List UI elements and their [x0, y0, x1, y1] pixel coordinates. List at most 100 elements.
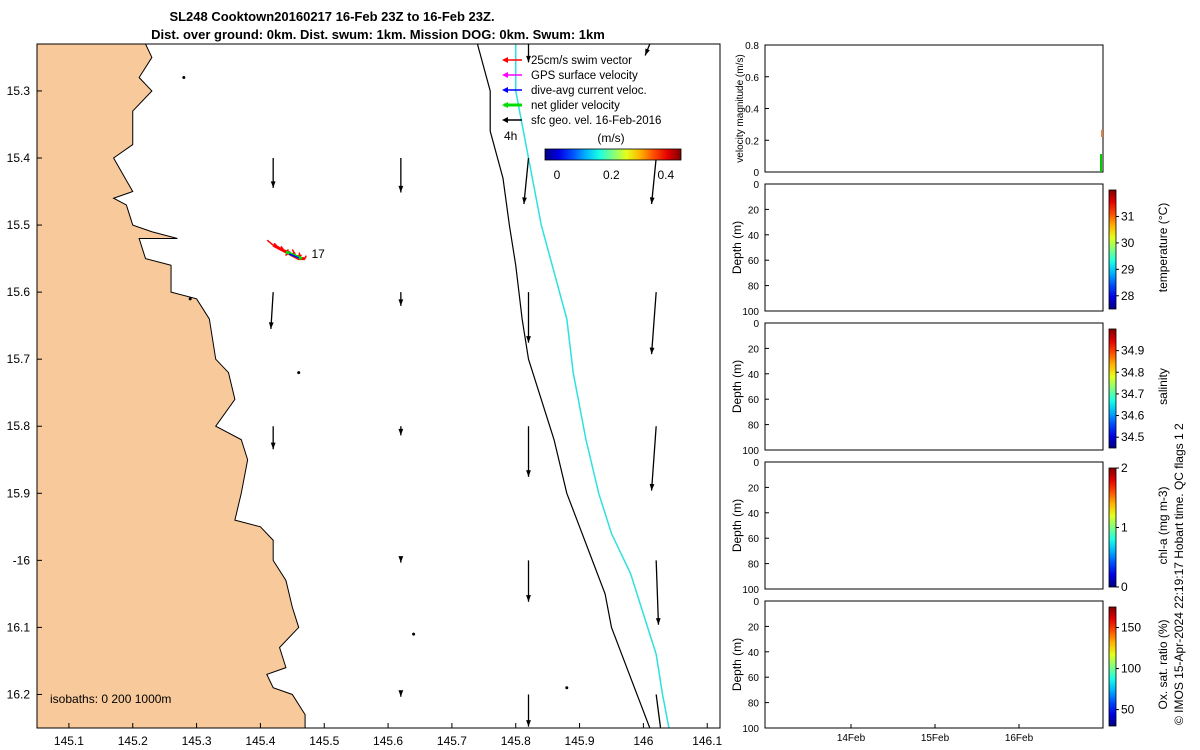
x-tick-label: 145.1: [54, 734, 84, 748]
temperature-colorbar: [1108, 189, 1117, 310]
oxygen-frame: [764, 600, 1104, 729]
cbar-tick-label: 0: [1121, 580, 1128, 594]
y-tick-label: 40: [748, 509, 760, 520]
cbar-tick-label: 34.6: [1121, 409, 1145, 423]
x-tick-label: 145.7: [437, 734, 467, 748]
x-tick-label: 146.1: [692, 734, 722, 748]
x-tick-label: 145.8: [501, 734, 531, 748]
geo-vector-head: [270, 181, 276, 188]
reef-dot: [565, 686, 569, 690]
geo-vector-shaft: [650, 426, 657, 491]
legend-label: 25cm/s swim vector: [531, 55, 632, 67]
map-plot-area: 17: [37, 44, 670, 748]
geo-vector-head: [649, 483, 655, 491]
legend-label: GPS surface velocity: [531, 70, 638, 82]
temperature-frame: [764, 183, 1104, 312]
y-tick-label: 40: [748, 648, 760, 659]
geo-vector-shaft: [523, 157, 530, 205]
y-tick-label: -16: [13, 553, 31, 567]
cbar-tick-label: 150: [1121, 621, 1141, 635]
panel-oxygen: 0 20 40 60 80 100 Depth (m) 50 100 150 Ox. sat. ra…: [730, 597, 1170, 744]
y-tick-label: 15.7: [7, 352, 31, 366]
geo-vector-head: [270, 442, 276, 450]
x-tick-label: 145.5: [309, 734, 339, 748]
y-tick-label: 0: [753, 168, 759, 179]
geo-vector-head: [398, 690, 404, 697]
title-line-2: Dist. over ground: 0km. Dist. swum: 1km.…: [151, 27, 605, 42]
y-tick-label: 40: [748, 231, 760, 242]
geo-vector-shaft: [650, 292, 657, 355]
legend-arrowhead: [502, 57, 508, 63]
y-tick-label: 80: [748, 282, 760, 293]
temperature-cbar-label: temperature (°C): [1156, 203, 1170, 293]
y-tick-label: 20: [748, 483, 760, 494]
geo-vector-shaft: [650, 157, 657, 205]
reef-dot: [188, 297, 192, 301]
oxygen-ylabel: Depth (m): [730, 638, 744, 691]
cbar-tick-label: 1: [1121, 521, 1128, 535]
y-tick-label: 100: [742, 307, 759, 318]
y-tick-label: 0: [753, 597, 759, 608]
isobath-1000m: [514, 44, 670, 728]
legend-arrowhead: [502, 102, 508, 108]
title-line-1: SL248 Cooktown20160217 16-Feb 23Z to 16-…: [169, 9, 494, 24]
swim-vector: [280, 245, 284, 250]
colorbar-tick-label: 0: [554, 168, 561, 182]
panel-chl: 0 20 40 60 80 100 Depth (m) 0 1 2 chl-a (mg m-3): [730, 458, 1170, 596]
y-tick-label: 100: [742, 585, 759, 596]
chl-colorbar: [1108, 467, 1117, 588]
geo-vector-head: [526, 55, 531, 63]
y-tick-label: 0: [753, 180, 759, 191]
y-tick-label: 16.1: [7, 620, 31, 634]
geo-vector-head: [398, 428, 404, 436]
salinity-frame: [764, 322, 1104, 451]
velocity-ylabel: velocity magnitude (m/s): [735, 54, 746, 162]
salinity-ylabel: Depth (m): [730, 360, 744, 413]
y-tick-label: 80: [748, 421, 760, 432]
geo-vector-shaft: [655, 694, 662, 728]
time-label: 4h: [504, 129, 517, 143]
geo-vector-head: [398, 185, 404, 193]
geo-vector-head: [649, 197, 655, 204]
y-tick-label: 20: [748, 622, 760, 633]
chl-ylabel: Depth (m): [730, 499, 744, 552]
x-tick-label: 14Feb: [837, 733, 866, 744]
y-tick-label: 0.8: [745, 41, 759, 52]
velocity-frame: [764, 44, 1104, 173]
x-tick-label: 145.3: [182, 734, 212, 748]
geo-vector-shaft: [655, 560, 660, 625]
swim-vector: [298, 252, 301, 257]
y-tick-label: 15.6: [7, 285, 31, 299]
oxygen-cbar-label: Ox. sat. ratio (%): [1156, 619, 1170, 709]
x-tick-label: 146: [633, 734, 653, 748]
swim-vector: [266, 239, 274, 246]
y-tick-label: 80: [748, 699, 760, 710]
colorbar-unit-label: (m/s): [597, 131, 624, 145]
y-tick-label: 0: [753, 458, 759, 469]
cbar-tick-label: 34.8: [1121, 365, 1145, 379]
cbar-tick-label: 50: [1121, 703, 1135, 717]
y-tick-label: 0.4: [745, 105, 759, 116]
geo-vector-head: [398, 556, 404, 563]
x-tick-label: 145.2: [118, 734, 148, 748]
copyright-text: © IMOS 15-Apr-2024 22:19:17 Hobart time.…: [1172, 423, 1186, 725]
geo-vector-head: [660, 741, 665, 748]
oxygen-colorbar: [1108, 606, 1117, 727]
y-tick-label: 15.5: [7, 218, 31, 232]
legend-arrowhead: [502, 72, 508, 78]
salinity-cbar-label: salinity: [1156, 368, 1170, 405]
colorbar-tick-label: 0.4: [657, 168, 674, 182]
isobaths-label: isobaths: 0 200 1000m: [50, 692, 171, 706]
y-tick-label: 16.2: [7, 687, 31, 701]
geo-vector-head: [268, 322, 274, 329]
salinity-colorbar: [1108, 328, 1117, 449]
speed-colorbar: [544, 148, 682, 161]
legend-label: net glider velocity: [531, 100, 620, 112]
y-tick-label: 0: [753, 319, 759, 330]
reef-dot: [182, 76, 186, 80]
dive-avg-current: [288, 253, 300, 259]
x-tick-label: 145.4: [245, 734, 275, 748]
y-tick-label: 15.3: [7, 84, 31, 98]
y-tick-label: 40: [748, 370, 760, 381]
